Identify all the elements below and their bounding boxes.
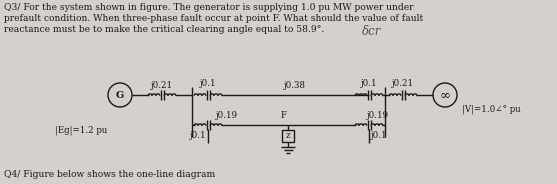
Text: F: F <box>281 111 287 119</box>
Text: |V|=1.0∠° pu: |V|=1.0∠° pu <box>462 104 521 114</box>
Text: |Eg|=1.2 pu: |Eg|=1.2 pu <box>55 125 108 135</box>
Bar <box>282 130 294 142</box>
Text: δcr: δcr <box>362 25 382 38</box>
Text: Q4/ Figure below shows the one-line diagram: Q4/ Figure below shows the one-line diag… <box>4 170 215 179</box>
Text: Q3/ For the system shown in figure. The generator is supplying 1.0 pu MW power u: Q3/ For the system shown in figure. The … <box>4 3 413 12</box>
Text: j0.21: j0.21 <box>392 79 414 89</box>
Text: j0.1: j0.1 <box>190 130 207 139</box>
Text: j0.21: j0.21 <box>151 81 173 89</box>
Text: j0.38: j0.38 <box>284 81 306 89</box>
Text: z: z <box>286 132 290 141</box>
Text: j0.19: j0.19 <box>216 111 238 119</box>
Text: G: G <box>116 91 124 100</box>
Text: j0.19: j0.19 <box>367 111 389 119</box>
Text: reactance must be to make the critical clearing angle equal to 58.9°.: reactance must be to make the critical c… <box>4 25 324 34</box>
Text: ∞: ∞ <box>439 89 451 102</box>
Text: prefault condition. When three-phase fault occur at point F. What should the val: prefault condition. When three-phase fau… <box>4 14 423 23</box>
Text: j0.1: j0.1 <box>200 79 216 89</box>
Text: j0.1: j0.1 <box>361 79 377 89</box>
Text: j0.1: j0.1 <box>371 130 388 139</box>
